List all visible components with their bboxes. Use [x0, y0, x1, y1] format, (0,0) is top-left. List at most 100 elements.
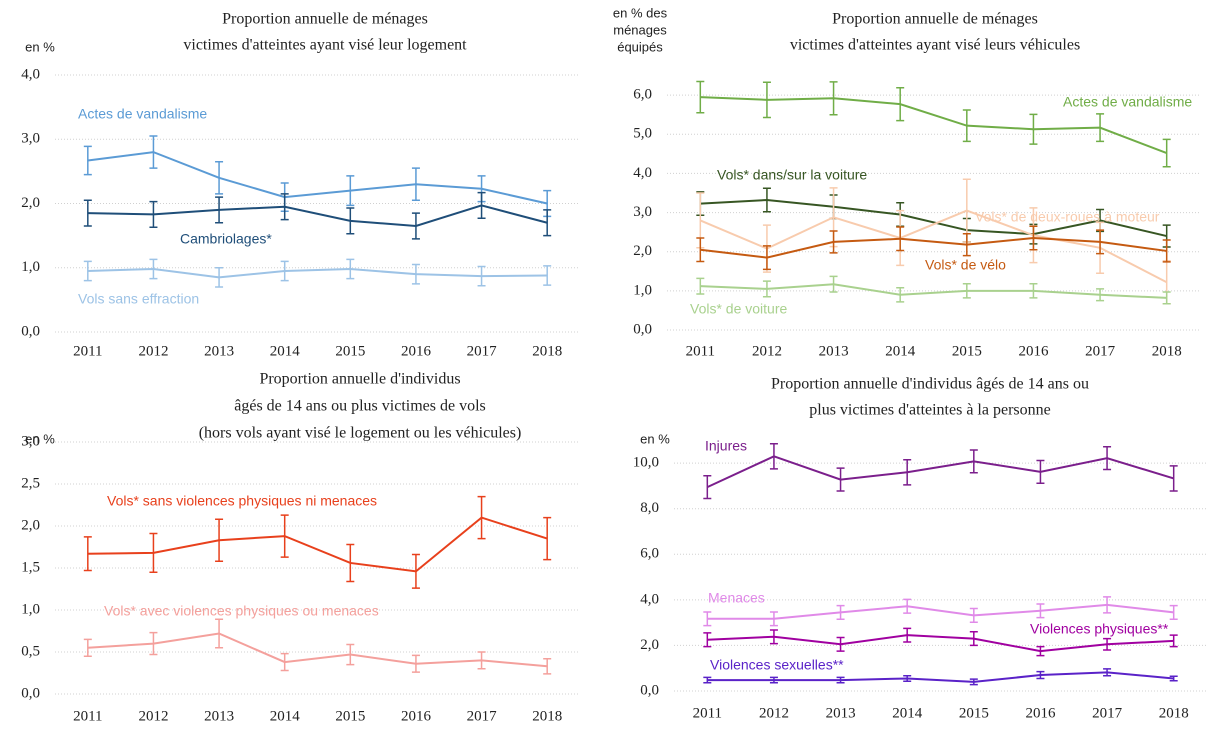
x-tick-label: 2016 — [401, 708, 432, 724]
error-bar — [703, 474, 712, 500]
error-bar — [543, 657, 552, 675]
error-bar — [280, 652, 289, 672]
error-bar — [477, 651, 486, 670]
x-tick-label: 2018 — [532, 708, 562, 724]
y-tick-label: 1,0 — [633, 282, 652, 298]
y-tick-label: 6,0 — [640, 546, 659, 562]
series-line — [699, 209, 1168, 284]
chart-title: plus victimes d'atteintes à la personne — [809, 402, 1050, 419]
series-label: Injures — [705, 438, 747, 454]
y-tick-label: 5,0 — [633, 126, 652, 142]
error-bar — [83, 260, 92, 282]
y-tick-label: 0,0 — [633, 321, 652, 337]
x-tick-label: 2018 — [1152, 343, 1182, 359]
error-bar — [215, 267, 224, 288]
x-tick-label: 2012 — [752, 343, 782, 359]
error-bar — [1096, 113, 1105, 143]
error-bar — [969, 678, 978, 686]
x-tick-label: 2015 — [335, 343, 365, 359]
error-bar — [1169, 675, 1178, 682]
error-bar — [1036, 645, 1045, 657]
error-bar — [543, 265, 552, 286]
series-label: Menaces — [708, 590, 765, 606]
x-tick-label: 2013 — [819, 343, 849, 359]
x-tick-label: 2015 — [959, 705, 989, 721]
error-bar — [1036, 459, 1045, 484]
series-label: Vols sans effraction — [78, 291, 199, 307]
error-bar — [149, 135, 158, 169]
series-label: Vols* de voiture — [690, 301, 787, 317]
series-line — [707, 634, 1174, 653]
error-bar — [962, 283, 971, 299]
error-bar — [903, 598, 912, 614]
x-tick-label: 2011 — [693, 705, 722, 721]
error-bar — [1096, 229, 1105, 255]
error-bar — [1169, 604, 1178, 620]
error-bar — [280, 193, 289, 221]
y-tick-label: 8,0 — [640, 500, 659, 516]
error-bar — [346, 175, 355, 207]
error-bar — [829, 275, 838, 293]
x-tick-label: 2017 — [467, 708, 498, 724]
error-bar — [346, 543, 355, 583]
x-tick-label: 2016 — [401, 343, 432, 359]
error-bar — [769, 629, 778, 645]
x-tick-label: 2017 — [1085, 343, 1116, 359]
error-bar — [149, 631, 158, 656]
y-tick-label: 1,5 — [21, 559, 40, 575]
error-bar — [1162, 138, 1171, 168]
y-tick-label: 2,0 — [633, 243, 652, 259]
error-bar — [215, 518, 224, 563]
error-bar — [762, 280, 771, 298]
error-bar — [280, 514, 289, 558]
y-tick-label: 3,0 — [633, 204, 652, 220]
error-bar — [411, 212, 420, 240]
error-bar — [477, 495, 486, 540]
error-bar — [703, 676, 712, 684]
y-tick-label: 4,0 — [21, 66, 40, 82]
x-tick-label: 2015 — [952, 343, 982, 359]
error-bar — [829, 230, 838, 254]
error-bar — [477, 191, 486, 220]
error-bar — [411, 167, 420, 202]
y-tick-label: 4,0 — [633, 165, 652, 181]
x-tick-label: 2011 — [686, 343, 715, 359]
series-label: Actes de vandalisme — [78, 106, 207, 122]
error-bar — [215, 618, 224, 649]
error-bar — [1036, 670, 1045, 680]
error-bar — [411, 553, 420, 589]
x-tick-label: 2011 — [73, 708, 102, 724]
error-bar — [1029, 113, 1038, 145]
chart-title: Proportion annuelle d'individus âgés de … — [771, 376, 1089, 393]
series-label: Vols* de vélo — [925, 257, 1006, 273]
error-bar — [83, 199, 92, 227]
series-line — [700, 96, 1168, 155]
error-bar — [769, 443, 778, 470]
error-bar — [703, 611, 712, 627]
error-bar — [83, 536, 92, 572]
x-tick-label: 2013 — [204, 708, 234, 724]
x-tick-label: 2012 — [759, 705, 789, 721]
error-bar — [83, 145, 92, 176]
series-label: Vols* avec violences physiques ou menace… — [104, 603, 379, 619]
x-tick-label: 2016 — [1025, 705, 1056, 721]
error-bar — [762, 81, 771, 119]
error-bar — [829, 81, 838, 116]
y-tick-label: 0,0 — [640, 682, 659, 698]
y-axis-label: en % — [640, 431, 670, 446]
error-bar — [969, 631, 978, 647]
chart-title: Proportion annuelle d'individus — [259, 371, 460, 388]
error-bar — [346, 207, 355, 235]
error-bar — [696, 237, 705, 263]
y-tick-label: 2,0 — [21, 195, 40, 211]
error-bar — [1169, 634, 1178, 648]
x-tick-label: 2012 — [138, 708, 168, 724]
series-line — [87, 632, 548, 668]
chart-title: victimes d'atteintes ayant visé leurs vé… — [790, 37, 1080, 54]
error-bar — [962, 109, 971, 143]
error-bar — [1029, 283, 1038, 299]
error-bar — [543, 209, 552, 237]
y-tick-label: 3,0 — [21, 131, 40, 147]
error-bar — [411, 263, 420, 285]
